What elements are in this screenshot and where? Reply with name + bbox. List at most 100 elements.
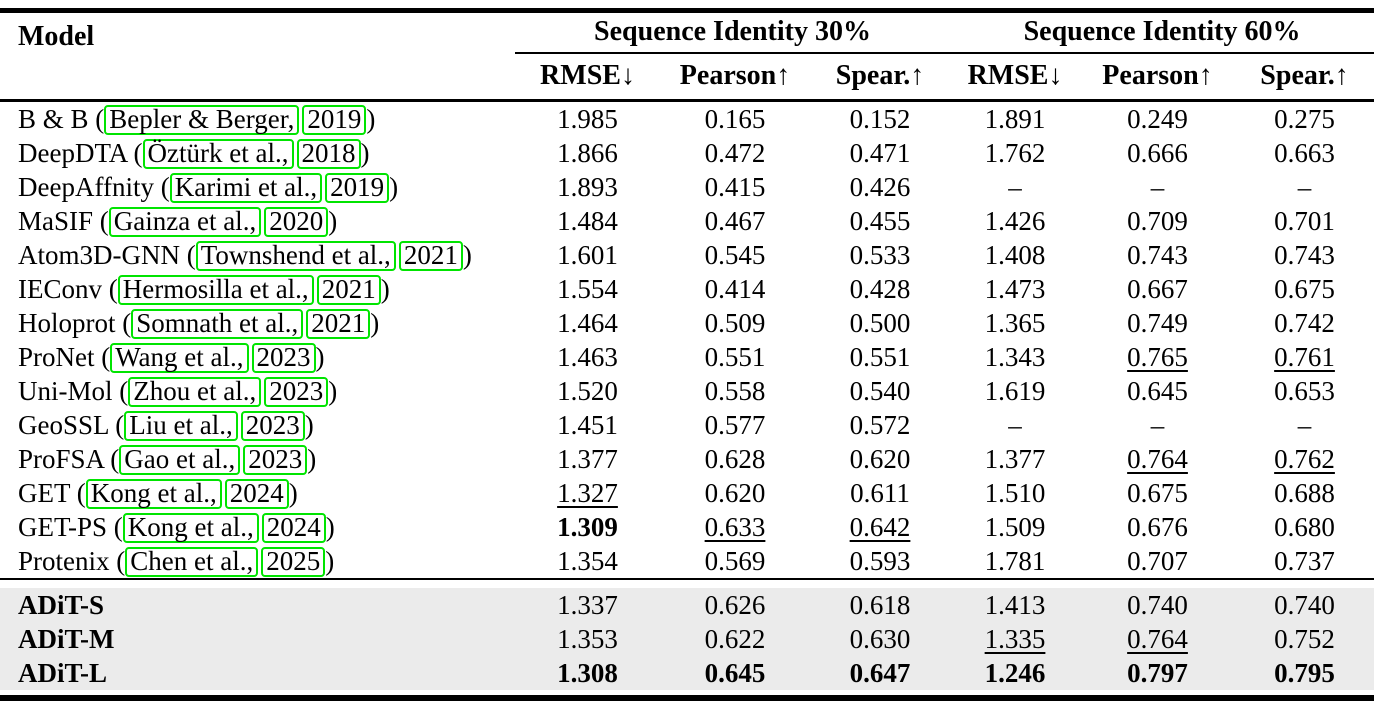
metric-value-cell: 0.545 [704,239,766,270]
citation-year-link[interactable]: 2025 [261,546,326,577]
metric-value-cell: 0.620 [704,477,766,508]
citation-author-link[interactable]: Hermosilla et al., [117,274,314,305]
table-row: MaSIF (Gainza et al., 2020) 1.484 0.467 0.45… [0,204,1374,238]
metric-value-cell: 0.275 [1274,103,1335,134]
metric-value-cell: 0.551 [849,341,911,372]
metric-value-cell: 1.377 [557,443,618,474]
metric-value-cell: 0.428 [849,273,911,304]
metric-value-cell: 0.645 [1127,375,1188,406]
table-row: GET (Kong et al., 2024) 1.327 0.620 0.611 1.5… [0,476,1374,510]
metric-value-cell: 1.866 [557,137,618,168]
column-header-pearson-60: Pearson↑ [1080,52,1236,102]
citation-author-link[interactable]: Somnath et al., [131,308,304,339]
metric-value-cell: 1.408 [984,239,1046,270]
metric-value-cell: 0.630 [810,622,951,656]
citation-author-link[interactable]: Wang et al., [110,342,249,373]
metric-value-cell: 0.680 [1274,511,1335,542]
citation-year-link[interactable]: 2024 [261,512,326,543]
metric-value-cell: 0.795 [1235,656,1374,690]
metric-value-cell: 0.152 [849,103,911,134]
citation-year-link[interactable]: 2019 [325,172,390,203]
metric-value-cell: 0.764 [1080,622,1236,656]
metric-value-cell: 1.781 [950,544,1081,580]
citation-year-link[interactable]: 2024 [224,478,289,509]
citation-year-link[interactable]: 2019 [302,104,367,135]
table-row: ProFSA (Gao et al., 2023) 1.377 0.628 0.620 1… [0,442,1374,476]
model-name-cell: GET-PS (Kong et al., 2024) [18,511,335,543]
table-row: Protenix (Chen et al., 2025) 1.354 0.569 0.5… [0,544,1374,580]
metric-value-cell: 0.414 [704,273,766,304]
citation-author-link[interactable]: Liu et al., [124,410,238,441]
metric-value-cell: 0.472 [704,137,766,168]
metric-value-cell: 0.551 [704,341,766,372]
model-name-cell: ProNet (Wang et al., 2023) [18,341,325,373]
model-name-cell: Atom3D-GNN (Townshend et al., 2021) [18,239,472,271]
citation-year-link[interactable]: 2023 [240,410,305,441]
metric-value-cell: 0.752 [1235,622,1374,656]
metric-value-cell: 0.642 [849,511,911,542]
metric-value-cell: 0.611 [850,477,910,508]
metric-value-cell: 1.377 [984,443,1046,474]
citation-year-link[interactable]: 2021 [316,274,381,305]
model-name-cell: DeepDTA (Öztürk et al., 2018) [18,137,370,169]
metric-header-row: RMSE↓ Pearson↑ Spear.↑ RMSE↓ Pearson↑ Sp… [0,52,1374,102]
citation-author-link[interactable]: Chen et al., [125,546,259,577]
metric-value-cell: 1.463 [557,341,618,372]
column-header-model: Model [0,10,515,102]
metric-value-cell: 0.797 [1080,656,1236,690]
metric-value-cell: 0.647 [810,656,951,690]
citation-year-link[interactable]: 2021 [306,308,371,339]
citation-year-link[interactable]: 2020 [264,206,329,237]
table-row: B & B (Bepler & Berger, 2019) 1.985 0.165 0.… [0,101,1374,137]
citation-year-link[interactable]: 2023 [251,342,316,373]
table-row: GeoSSL (Liu et al., 2023) 1.451 0.577 0.572 –… [0,408,1374,442]
metric-value-cell: 0.743 [1127,239,1188,270]
metric-value-cell: 0.765 [1127,341,1188,372]
table-row: DeepAffnity (Karimi et al., 2019) 1.893 0.4… [0,170,1374,204]
metric-value-cell: 0.761 [1274,341,1335,372]
citation-author-link[interactable]: Gao et al., [119,444,241,475]
metric-value-cell: 1.337 [515,588,660,622]
citation-year-link[interactable]: 2023 [243,444,308,475]
citation-author-link[interactable]: Öztürk et al., [142,138,294,169]
column-header-spearman-30: Spear.↑ [810,52,951,102]
citation-author-link[interactable]: Kong et al., [85,478,222,509]
metric-value-cell: 0.540 [849,375,911,406]
citation-author-link[interactable]: Kong et al., [122,512,259,543]
model-name-cell: GET (Kong et al., 2024) [18,477,298,509]
metric-value-cell: 0.467 [704,205,766,236]
metric-value-cell: 0.633 [704,511,766,542]
table-row: ADiT-M 1.353 0.622 0.630 1.335 0.764 0.752 [0,622,1374,656]
results-table: Model Sequence Identity 30% Sequence Ide… [0,8,1374,701]
citation-author-link[interactable]: Karimi et al., [169,172,323,203]
metric-value-cell: 0.165 [704,103,766,134]
metric-value-cell: 1.365 [984,307,1046,338]
group-header-row: Model Sequence Identity 30% Sequence Ide… [0,10,1374,102]
metric-value-cell: 0.740 [1080,588,1236,622]
metric-value-cell: 0.688 [1274,477,1335,508]
metric-value-cell: 1.353 [515,622,660,656]
metric-value-cell: 0.762 [1274,443,1335,474]
citation-author-link[interactable]: Bepler & Berger, [104,104,300,135]
metric-value-cell: 0.645 [660,656,810,690]
metric-value-cell: 0.471 [849,137,911,168]
metric-value-cell: 1.601 [557,239,618,270]
citation-year-link[interactable]: 2018 [296,138,361,169]
citation-author-link[interactable]: Gainza et al., [108,206,262,237]
citation-year-link[interactable]: 2023 [264,376,329,407]
citation-author-link[interactable]: Zhou et al., [128,376,262,407]
metric-value-cell: 0.666 [1127,137,1188,168]
table-row: Atom3D-GNN (Townshend et al., 2021) 1.601 0… [0,238,1374,272]
section-gap [0,579,1374,588]
metric-value-cell: 1.891 [984,103,1046,134]
metric-value-cell: 0.743 [1274,239,1335,270]
metric-value-cell: 0.675 [1127,477,1188,508]
metric-value-cell: – [1008,409,1022,440]
metric-value-cell: 0.675 [1274,273,1335,304]
metric-value-cell: 0.737 [1235,544,1374,580]
citation-year-link[interactable]: 2021 [398,240,463,271]
model-name-cell: DeepAffnity (Karimi et al., 2019) [18,171,399,203]
metric-value-cell: 1.308 [515,656,660,690]
citation-author-link[interactable]: Townshend et al., [195,240,396,271]
